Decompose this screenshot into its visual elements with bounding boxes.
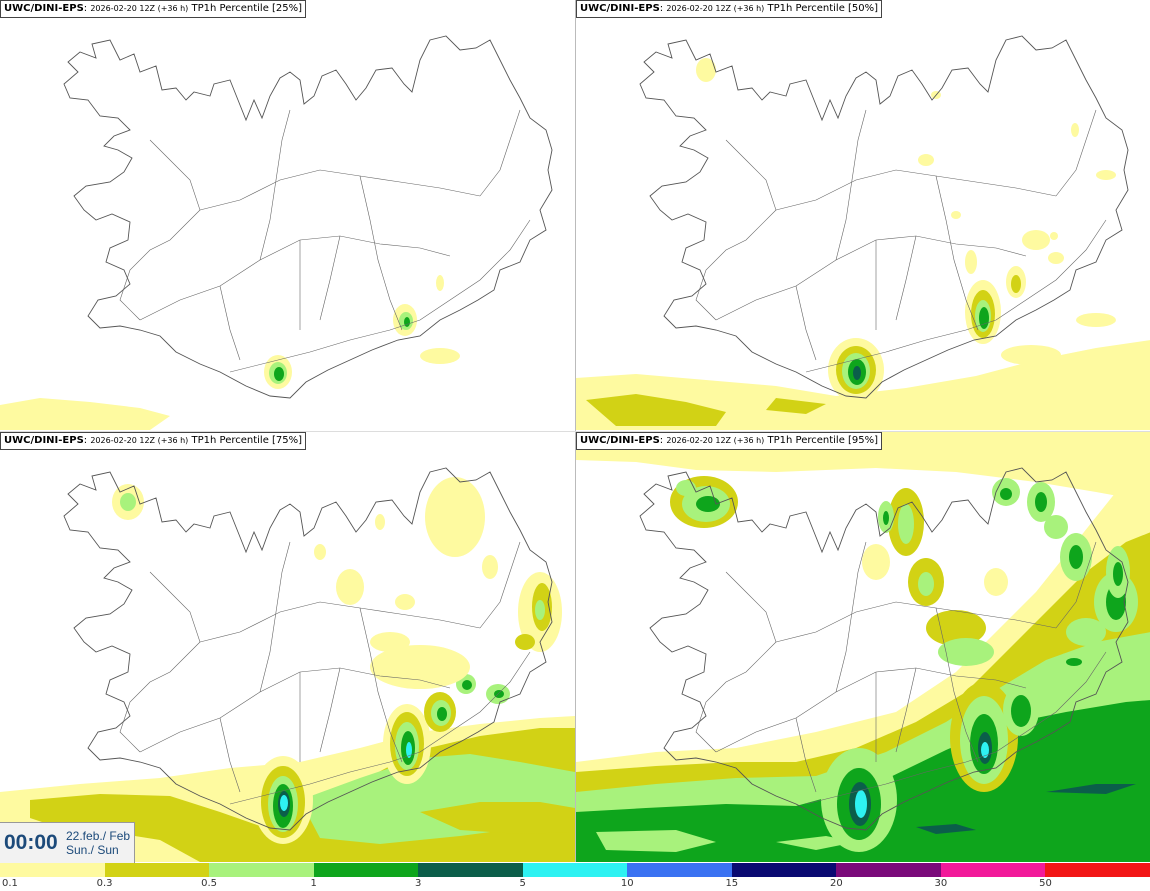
road-line — [795, 717, 817, 793]
legend-swatch — [313, 863, 419, 877]
legend-label: 0.1 — [2, 878, 18, 889]
valid-time-box: 00:00 22.feb./ Feb Sun./ Sun — [0, 822, 135, 863]
iceland-coastline — [63, 35, 553, 399]
legend-label: 0.5 — [201, 878, 218, 889]
valid-date-line1: 22.feb./ Feb — [66, 829, 131, 843]
road-line — [359, 607, 403, 763]
field-name: TP1h Percentile [25%] — [191, 3, 303, 14]
road-line — [359, 175, 403, 331]
road-line — [775, 601, 1057, 643]
legend-swatch — [731, 863, 837, 877]
legend-swatch — [104, 863, 210, 877]
precip-map-p75 — [0, 467, 575, 862]
road-line — [1055, 109, 1097, 197]
road-line — [119, 139, 201, 321]
run-time: 2026-02-20 12Z (+36 h) — [666, 436, 765, 445]
road-line — [229, 651, 531, 805]
legend-swatch — [940, 863, 1046, 877]
legend-swatch — [418, 863, 523, 877]
valid-time-date: 22.feb./ Feb Sun./ Sun — [66, 829, 130, 857]
valid-date-line2: Sun./ Sun — [66, 843, 119, 857]
road-line — [259, 541, 291, 693]
legend-label: 50 — [1039, 878, 1052, 889]
road-line — [219, 717, 241, 793]
panel-divider-horizontal — [0, 431, 1150, 432]
precip-map-p25 — [0, 35, 553, 430]
road-line — [119, 571, 201, 753]
panel-title: UWC/DINI-EPS: 2026-02-20 12Z (+36 h) TP1… — [576, 432, 883, 450]
map-panel-p50: UWC/DINI-EPS: 2026-02-20 12Z (+36 h) TP1… — [576, 0, 1150, 430]
run-time: 2026-02-20 12Z (+36 h) — [90, 4, 189, 13]
field-name: TP1h Percentile [95%] — [767, 435, 879, 446]
road-line — [935, 607, 979, 763]
run-time: 2026-02-20 12Z (+36 h) — [666, 4, 765, 13]
legend-swatch — [627, 863, 732, 877]
road-line — [835, 541, 867, 693]
map-panel-p95: UWC/DINI-EPS: 2026-02-20 12Z (+36 h) TP1… — [576, 432, 1150, 862]
road-line — [795, 285, 817, 361]
road-line — [199, 169, 481, 211]
road-line — [805, 219, 1107, 373]
road-line — [229, 219, 531, 373]
road-line — [479, 541, 521, 629]
field-name: TP1h Percentile [50%] — [767, 3, 879, 14]
model-name: UWC/DINI-EPS — [580, 3, 660, 14]
legend-label: 15 — [725, 878, 739, 889]
legend-label: 3 — [414, 878, 422, 889]
legend-label: 5 — [519, 878, 526, 889]
road-line — [695, 571, 777, 753]
legend-label: 10 — [620, 878, 634, 889]
model-name: UWC/DINI-EPS — [580, 435, 660, 446]
road-line — [835, 109, 867, 261]
panel-title: UWC/DINI-EPS: 2026-02-20 12Z (+36 h) TP1… — [0, 432, 307, 450]
road-line — [1055, 541, 1097, 629]
legend-swatch — [0, 863, 105, 877]
legend-swatch — [836, 863, 941, 877]
legend-swatch — [522, 863, 628, 877]
road-line — [479, 109, 521, 197]
road-line — [895, 235, 917, 321]
run-time: 2026-02-20 12Z (+36 h) — [90, 436, 189, 445]
map-panel-p75: UWC/DINI-EPS: 2026-02-20 12Z (+36 h) TP1… — [0, 432, 575, 862]
panel-title: UWC/DINI-EPS: 2026-02-20 12Z (+36 h) TP1… — [576, 0, 883, 18]
legend-label: 20 — [829, 878, 843, 889]
road-line — [775, 169, 1057, 211]
color-legend: 0.1 0.3 0.5 1 3 5 10 15 20 30 50 — [0, 862, 1150, 891]
legend-color-bar — [0, 863, 1150, 877]
legend-label: 0.3 — [96, 878, 113, 889]
field-name: TP1h Percentile [75%] — [191, 435, 303, 446]
road-line — [895, 667, 917, 753]
iceland-coastline — [639, 35, 1129, 399]
precip-map-p50 — [576, 35, 1150, 430]
model-name: UWC/DINI-EPS — [4, 3, 84, 14]
road-line — [695, 139, 777, 321]
model-name: UWC/DINI-EPS — [4, 435, 84, 446]
road-line — [199, 601, 481, 643]
road-line — [935, 175, 979, 331]
iceland-coastline — [639, 467, 1129, 831]
map-panel-p25: UWC/DINI-EPS: 2026-02-20 12Z (+36 h) TP1… — [0, 0, 575, 430]
iceland-coastline — [63, 467, 553, 831]
road-line — [219, 285, 241, 361]
valid-time-clock: 00:00 — [4, 831, 58, 854]
precip-map-p95 — [576, 432, 1150, 862]
legend-label: 30 — [934, 878, 948, 889]
road-line — [259, 109, 291, 261]
legend-swatch — [1045, 863, 1150, 877]
road-line — [319, 667, 341, 753]
road-line — [319, 235, 341, 321]
panel-title: UWC/DINI-EPS: 2026-02-20 12Z (+36 h) TP1… — [0, 0, 307, 18]
legend-swatch — [209, 863, 314, 877]
legend-label: 1 — [310, 878, 317, 889]
road-line — [805, 651, 1107, 805]
